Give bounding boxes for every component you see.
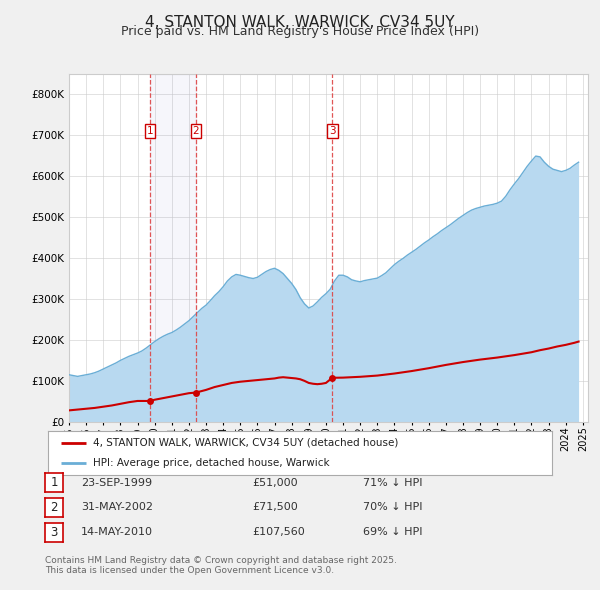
Text: 3: 3 — [50, 526, 58, 539]
Text: 31-MAY-2002: 31-MAY-2002 — [81, 503, 153, 512]
Text: 70% ↓ HPI: 70% ↓ HPI — [363, 503, 422, 512]
Text: 14-MAY-2010: 14-MAY-2010 — [81, 527, 153, 537]
Text: 4, STANTON WALK, WARWICK, CV34 5UY (detached house): 4, STANTON WALK, WARWICK, CV34 5UY (deta… — [94, 438, 399, 448]
Text: Contains HM Land Registry data © Crown copyright and database right 2025.
This d: Contains HM Land Registry data © Crown c… — [45, 556, 397, 575]
Text: 23-SEP-1999: 23-SEP-1999 — [81, 478, 152, 487]
Bar — [150, 74, 196, 422]
Text: HPI: Average price, detached house, Warwick: HPI: Average price, detached house, Warw… — [94, 458, 330, 468]
Text: £71,500: £71,500 — [252, 503, 298, 512]
Text: 2: 2 — [193, 126, 199, 136]
Text: £107,560: £107,560 — [252, 527, 305, 537]
Text: 69% ↓ HPI: 69% ↓ HPI — [363, 527, 422, 537]
Text: 1: 1 — [50, 476, 58, 489]
Text: 2: 2 — [50, 501, 58, 514]
Text: 4, STANTON WALK, WARWICK, CV34 5UY: 4, STANTON WALK, WARWICK, CV34 5UY — [145, 15, 455, 30]
Text: £51,000: £51,000 — [252, 478, 298, 487]
Text: 3: 3 — [329, 126, 335, 136]
Text: 71% ↓ HPI: 71% ↓ HPI — [363, 478, 422, 487]
Text: Price paid vs. HM Land Registry's House Price Index (HPI): Price paid vs. HM Land Registry's House … — [121, 25, 479, 38]
Text: 1: 1 — [147, 126, 154, 136]
